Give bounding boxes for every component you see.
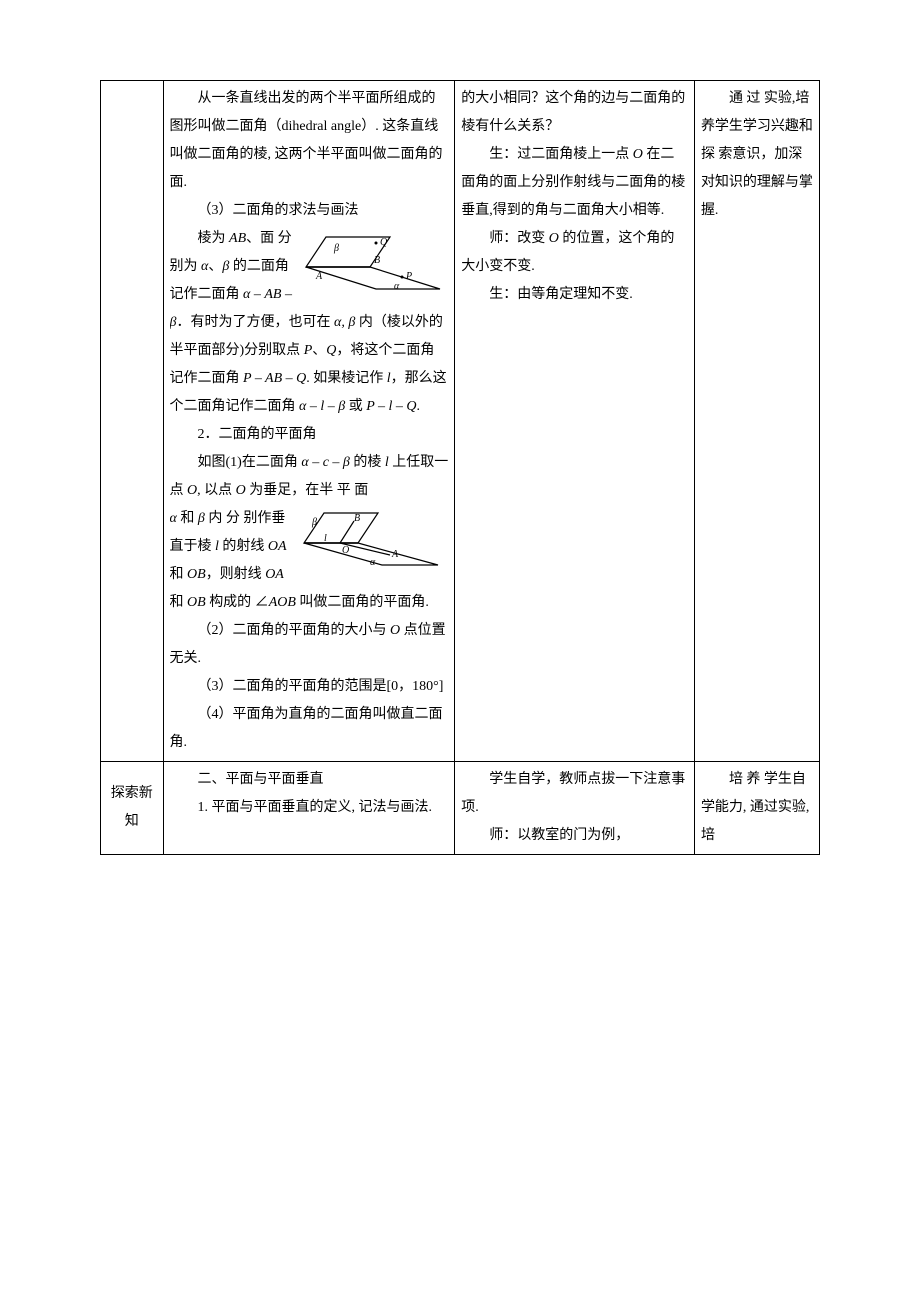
cell-interaction-2: 学生自学，教师点拔一下注意事项. 师：以教室的门为例， <box>455 762 695 855</box>
diagram-1-wrap: Q β B A P α <box>298 227 448 297</box>
cell-intent-1: 通 过 实验,培养学生学习兴趣和探 索意识，加深对知识的理解与掌握. <box>694 81 819 762</box>
r2c4-p1: 培 养 学生自学能力, 通过实验,培 <box>701 766 813 850</box>
diagram-2-wrap: β B l O A α <box>298 507 448 573</box>
t: ，则射线 <box>206 567 266 582</box>
r2c3-p1: 学生自学，教师点拔一下注意事项. <box>461 766 688 822</box>
svg-text:A: A <box>315 271 323 282</box>
r1c2-p7: （3）二面角的平面角的范围是[0，180°] <box>170 673 449 701</box>
t: . <box>417 399 421 414</box>
t: OB <box>187 595 206 610</box>
t: ．有时为了方便，也可在 <box>177 315 335 330</box>
stage-2-label: 探索新知 <box>111 786 153 829</box>
t: 生：过二面角棱上一点 <box>489 147 633 162</box>
cell-content-1: 从一条直线出发的两个半平面所组成的图形叫做二面角（dihedral angle）… <box>163 81 455 762</box>
t: , 以点 <box>197 483 236 498</box>
t: α – l – β <box>299 399 345 414</box>
r1c2-p4: 2．二面角的平面角 <box>170 421 449 449</box>
r2c2-p2: 1. 平面与平面垂直的定义, 记法与画法. <box>170 794 449 822</box>
r2c2-p1: 二、平面与平面垂直 <box>170 766 449 794</box>
r1c3-p4: 生：由等角定理知不变. <box>461 281 688 309</box>
t: P – AB – Q <box>243 371 306 386</box>
t: O <box>236 483 246 498</box>
r1c2-p1: 从一条直线出发的两个半平面所组成的图形叫做二面角（dihedral angle）… <box>170 85 449 197</box>
t: . 如果棱记作 <box>306 371 387 386</box>
r1c2-p8: （4）平面角为直角的二面角叫做直二面角. <box>170 701 449 757</box>
svg-text:β: β <box>311 517 317 528</box>
table-row-1: 从一条直线出发的两个半平面所组成的图形叫做二面角（dihedral angle）… <box>101 81 820 762</box>
svg-text:B: B <box>374 255 380 266</box>
svg-text:P: P <box>405 271 412 282</box>
t: 的射线 <box>219 539 268 554</box>
svg-text:α: α <box>370 557 376 568</box>
t: P – l – Q <box>366 399 416 414</box>
t: 为垂足，在半 平 面 <box>246 483 369 498</box>
cell-interaction-1: 的大小相同？这个角的边与二面角的棱有什么关系？ 生：过二面角棱上一点 O 在二面… <box>455 81 695 762</box>
svg-text:O: O <box>342 545 349 556</box>
t: O <box>187 483 197 498</box>
r1c2-p3-wrap: Q β B A P α 棱为 AB、面 分 别为 α、β 的二面角记作二面角 α… <box>170 225 449 421</box>
t: 和 <box>177 511 198 526</box>
t: OB <box>187 567 206 582</box>
cell-stage-1 <box>101 81 164 762</box>
t: AB <box>229 231 246 246</box>
t: O <box>549 231 559 246</box>
t: α – c – β <box>301 455 350 470</box>
r1c2-p5a: 如图(1)在二面角 α – c – β 的棱 l 上任取一点 O, 以点 O 为… <box>170 449 449 505</box>
t: （2）二面角的平面角的大小与 <box>198 623 391 638</box>
t: P <box>304 343 313 358</box>
cell-intent-2: 培 养 学生自学能力, 通过实验,培 <box>694 762 819 855</box>
svg-text:β: β <box>333 243 339 254</box>
r1c2-p6: （2）二面角的平面角的大小与 O 点位置无关. <box>170 617 449 673</box>
dihedral-diagram-1-icon: Q β B A P α <box>298 227 448 297</box>
t: Q <box>326 343 336 358</box>
svg-text:l: l <box>324 533 327 544</box>
r1c3-p2: 生：过二面角棱上一点 O 在二面角的面上分别作射线与二面角的棱垂直,得到的角与二… <box>461 141 688 225</box>
t: 叫做二面角的平面角. <box>296 595 429 610</box>
t: β <box>198 511 205 526</box>
r1c2-p5-wrap: 如图(1)在二面角 α – c – β 的棱 l 上任取一点 O, 以点 O 为… <box>170 449 449 617</box>
t: α, β <box>334 315 355 330</box>
t: 师：改变 <box>489 231 549 246</box>
cell-content-2: 二、平面与平面垂直 1. 平面与平面垂直的定义, 记法与画法. <box>163 762 455 855</box>
t: OA <box>265 567 284 582</box>
t: 如图(1)在二面角 <box>198 455 302 470</box>
t: α <box>170 511 177 526</box>
t: 构成的 ∠ <box>206 595 269 610</box>
t: O <box>390 623 400 638</box>
svg-text:α: α <box>394 281 400 292</box>
t: 和 <box>170 595 188 610</box>
svg-text:Q: Q <box>380 237 388 248</box>
svg-text:B: B <box>354 513 360 524</box>
t: 的棱 <box>350 455 385 470</box>
lesson-table: 从一条直线出发的两个半平面所组成的图形叫做二面角（dihedral angle）… <box>100 80 820 855</box>
table-row-2: 探索新知 二、平面与平面垂直 1. 平面与平面垂直的定义, 记法与画法. 学生自… <box>101 762 820 855</box>
r2c3-p2: 师：以教室的门为例， <box>461 822 688 850</box>
t: 、 <box>208 259 222 274</box>
svg-text:A: A <box>391 549 399 560</box>
t: 棱为 <box>198 231 230 246</box>
r1c3-p3: 师：改变 O 的位置，这个角的大小变不变. <box>461 225 688 281</box>
t: AOB <box>269 595 296 610</box>
r1c2-p2: （3）二面角的求法与画法 <box>170 197 449 225</box>
r1c4-p1: 通 过 实验,培养学生学习兴趣和探 索意识，加深对知识的理解与掌握. <box>701 85 813 225</box>
r1c3-p1: 的大小相同？这个角的边与二面角的棱有什么关系？ <box>461 85 688 141</box>
cell-stage-2: 探索新知 <box>101 762 164 855</box>
t: 、 <box>312 343 326 358</box>
dihedral-diagram-2-icon: β B l O A α <box>298 507 448 573</box>
t: OA <box>268 539 287 554</box>
t: 或 <box>345 399 366 414</box>
t: 和 <box>170 567 188 582</box>
t: O <box>633 147 643 162</box>
